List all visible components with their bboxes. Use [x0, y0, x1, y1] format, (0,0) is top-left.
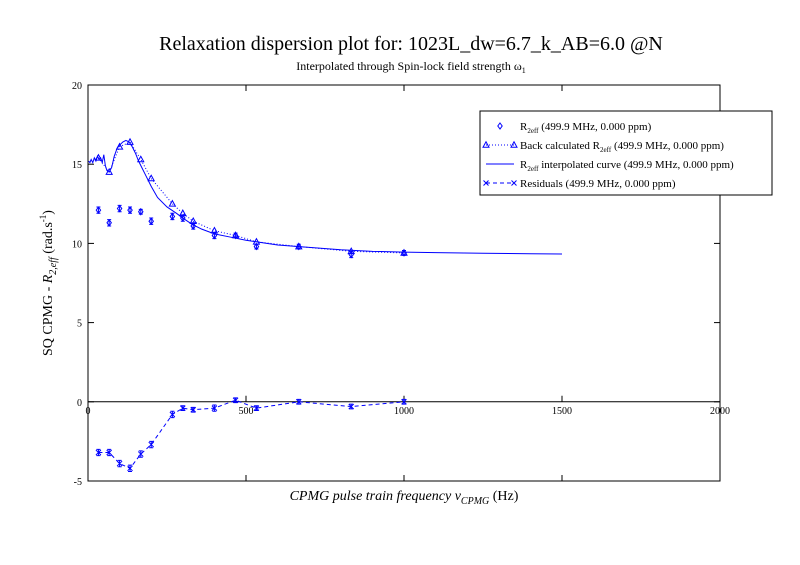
r2eff-point [127, 206, 133, 214]
legend-marker-x [483, 180, 489, 186]
r2eff-point [148, 217, 155, 226]
legend-label-subscript: 2eff [600, 146, 612, 154]
r2eff-point [169, 212, 176, 221]
r2eff-point [95, 206, 102, 214]
legend-marker-x [511, 180, 517, 186]
legend-entry: R2eff interpolated curve (499.9 MHz, 0.0… [486, 159, 734, 173]
legend-label: Residuals (499.9 MHz, 0.000 ppm) [520, 178, 676, 190]
residual-point [295, 398, 302, 405]
residuals-line [98, 399, 405, 469]
legend-label-rest: (499.9 MHz, 0.000 ppm) [611, 140, 724, 152]
back-calculated-line [98, 141, 405, 254]
chart-subtitle-subscript: 1 [522, 66, 526, 75]
x-axis-label-unit: (Hz) [489, 489, 518, 504]
y-axis-label-subscript: 2,eff [48, 256, 59, 275]
legend-label-subscript: 2eff [527, 127, 539, 135]
legend-marker-triangle [510, 140, 518, 148]
axes: 0 500 1000 1500 2000 -5 0 5 10 15 20 [72, 81, 730, 488]
x-axis-label-nu: ν [455, 489, 462, 504]
x-tick-label: 500 [239, 406, 254, 417]
back-calculated-point [115, 142, 124, 150]
legend-marker-triangle [482, 140, 490, 148]
r2eff-point [295, 242, 302, 251]
residual-point [106, 449, 113, 456]
back-calculated-point [147, 174, 156, 182]
r2eff-point [179, 214, 186, 222]
series-back-calculated [94, 137, 408, 256]
residual-point [116, 460, 123, 467]
legend-label-text: Residuals (499.9 MHz, 0.000 ppm) [520, 178, 676, 190]
residual-point [137, 451, 144, 457]
x-axis-label-subscript: CPMG [461, 496, 489, 507]
series-interpolated-curve [88, 139, 563, 255]
y-axis-label: SQ CPMG - R2,eff (rad.s-1) [38, 210, 59, 356]
series-r2eff [95, 204, 407, 259]
legend-label-text: R [520, 121, 528, 133]
residual-point [179, 405, 186, 411]
legend-label-text: R [520, 159, 528, 171]
residual-point [148, 441, 155, 448]
y-tick-label: 20 [72, 81, 82, 92]
legend-label-rest: (499.9 MHz, 0.000 ppm) [539, 121, 652, 133]
residual-point [169, 411, 176, 418]
legend-label: Back calculated R2eff (499.9 MHz, 0.000 … [520, 140, 724, 154]
residual-point [211, 405, 218, 411]
r2eff-point [116, 204, 123, 213]
x-tick-label: 1500 [552, 406, 572, 417]
legend-label: R2eff interpolated curve (499.9 MHz, 0.0… [520, 159, 734, 173]
y-axis-label-r: R [41, 274, 56, 284]
legend-box [479, 110, 773, 196]
residual-point [127, 465, 133, 472]
y-axis-label-unit: (rad.s [41, 222, 56, 257]
x-tick-label: 2000 [710, 406, 730, 417]
interpolated-curve-line [88, 139, 563, 255]
y-axis-label-text: SQ CPMG - [41, 283, 56, 356]
chart-subtitle-text: Interpolated through Spin-lock field str… [296, 59, 522, 73]
residual-point [95, 449, 102, 456]
legend-label: R2eff (499.9 MHz, 0.000 ppm) [520, 121, 652, 135]
legend-entry: Residuals (499.9 MHz, 0.000 ppm) [483, 178, 676, 190]
x-axis-label: CPMG pulse train frequency νCPMG (Hz) [290, 489, 519, 507]
legend-label-text: Back calculated R [520, 140, 601, 152]
x-tick-label: 1000 [394, 406, 414, 417]
back-calculated-point [105, 167, 114, 175]
r2eff-point [232, 231, 239, 240]
y-tick-label: 0 [77, 398, 82, 409]
residual-point [401, 398, 407, 405]
y-tick-label: 15 [72, 160, 82, 171]
legend: R2eff (499.9 MHz, 0.000 ppm)Back calcula… [479, 110, 773, 196]
y-tick-label: 10 [72, 239, 82, 250]
r2eff-point [253, 242, 260, 251]
series-residuals [95, 397, 407, 472]
back-calculated-point [94, 153, 103, 161]
y-tick-label: -5 [74, 477, 82, 488]
residual-point [348, 403, 355, 410]
r2eff-point [190, 222, 197, 230]
legend-label-subscript: 2eff [527, 165, 539, 173]
legend-label-rest: interpolated curve (499.9 MHz, 0.000 ppm… [539, 159, 735, 171]
chart-subtitle: Interpolated through Spin-lock field str… [296, 59, 526, 75]
residual-point [232, 397, 239, 404]
r2eff-point [211, 231, 218, 240]
back-calculated-point [136, 155, 145, 163]
legend-marker-diamond [497, 122, 503, 130]
back-calculated-point [126, 137, 134, 145]
residual-point [253, 405, 260, 411]
series-layer [88, 137, 563, 472]
chart-title: Relaxation dispersion plot for: 1023L_dw… [159, 33, 663, 55]
y-axis-label-close: ) [41, 210, 56, 215]
y-axis-label-superscript: -1 [38, 215, 48, 223]
r2eff-point [348, 250, 355, 259]
legend-entry: R2eff (499.9 MHz, 0.000 ppm) [497, 121, 652, 135]
x-axis-label-text: CPMG pulse train frequency [290, 489, 455, 504]
back-calculated-point [168, 199, 177, 207]
r2eff-point [137, 207, 144, 216]
residual-point [190, 406, 197, 413]
y-tick-label: 5 [77, 319, 82, 330]
r2eff-point [106, 218, 112, 227]
x-tick-label: 0 [86, 406, 91, 417]
r2eff-point [401, 249, 407, 257]
legend-entry: Back calculated R2eff (499.9 MHz, 0.000 … [482, 140, 724, 154]
